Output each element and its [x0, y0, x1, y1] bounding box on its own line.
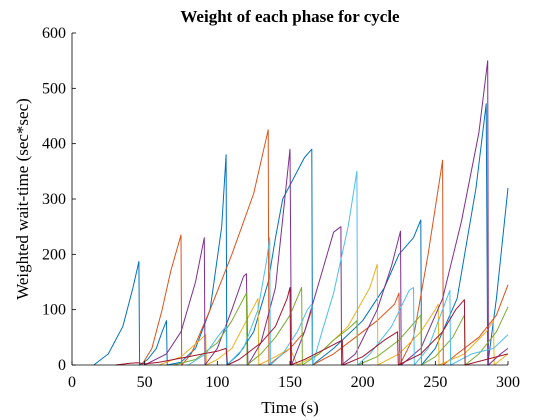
y-tick-label: 200 [42, 246, 66, 263]
x-tick-label: 300 [496, 374, 520, 391]
y-axis-label: Weighted wait-time (sec*sec) [13, 98, 32, 300]
chart-title: Weight of each phase for cycle [180, 7, 400, 26]
series-line-7 [115, 287, 509, 366]
series-line-5 [173, 287, 509, 366]
y-tick-label: 300 [42, 191, 66, 208]
y-tick-label: 600 [42, 25, 66, 42]
y-ticks: 0 100 200 300 400 500 600 [42, 25, 76, 374]
y-tick-label: 100 [42, 302, 66, 319]
x-tick-label: 100 [205, 374, 229, 391]
y-tick-label: 0 [58, 357, 66, 374]
series-layer [93, 60, 509, 366]
x-tick-label: 250 [423, 374, 447, 391]
plot-area: 0 50 100 150 200 250 300 0 100 200 300 400 500 600 [42, 25, 520, 391]
x-tick-label: 0 [68, 374, 76, 391]
x-axis-label: Time (s) [261, 398, 318, 417]
x-ticks: 0 50 100 150 200 250 300 [68, 361, 520, 391]
y-tick-label: 500 [42, 80, 66, 97]
series-line-3 [159, 263, 509, 366]
x-tick-label: 200 [351, 374, 375, 391]
series-line-6 [188, 170, 509, 366]
x-tick-label: 50 [137, 374, 153, 391]
x-tick-label: 150 [278, 374, 302, 391]
y-tick-label: 400 [42, 136, 66, 153]
series-line-2 [141, 129, 509, 366]
series-line-4 [144, 60, 509, 366]
